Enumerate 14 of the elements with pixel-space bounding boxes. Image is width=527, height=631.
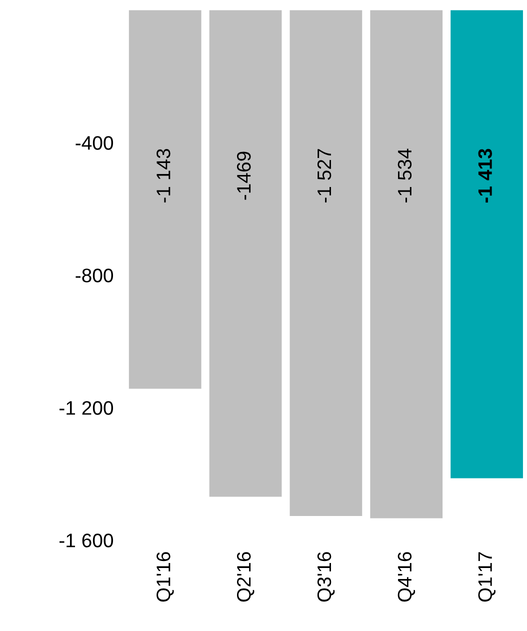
y-tick-label: -400: [76, 136, 114, 150]
y-tick-label: -1 200: [60, 401, 114, 415]
data-label: -1 527: [317, 149, 332, 202]
y-tick-label: -800: [76, 268, 114, 282]
y-tick-label: -1 600: [60, 534, 114, 548]
data-label: -1 534: [398, 148, 412, 202]
x-tick-label: Q3'16: [317, 552, 335, 602]
data-label: -1 413: [478, 148, 492, 203]
x-tick-label: Q1'16: [156, 552, 174, 602]
data-label: -1 143: [156, 149, 170, 202]
data-label: -1469: [236, 152, 251, 200]
x-tick-label: Q1'17: [478, 552, 496, 602]
x-tick-label: Q2'16: [236, 552, 254, 602]
x-tick-label: Q4'16: [398, 552, 416, 602]
